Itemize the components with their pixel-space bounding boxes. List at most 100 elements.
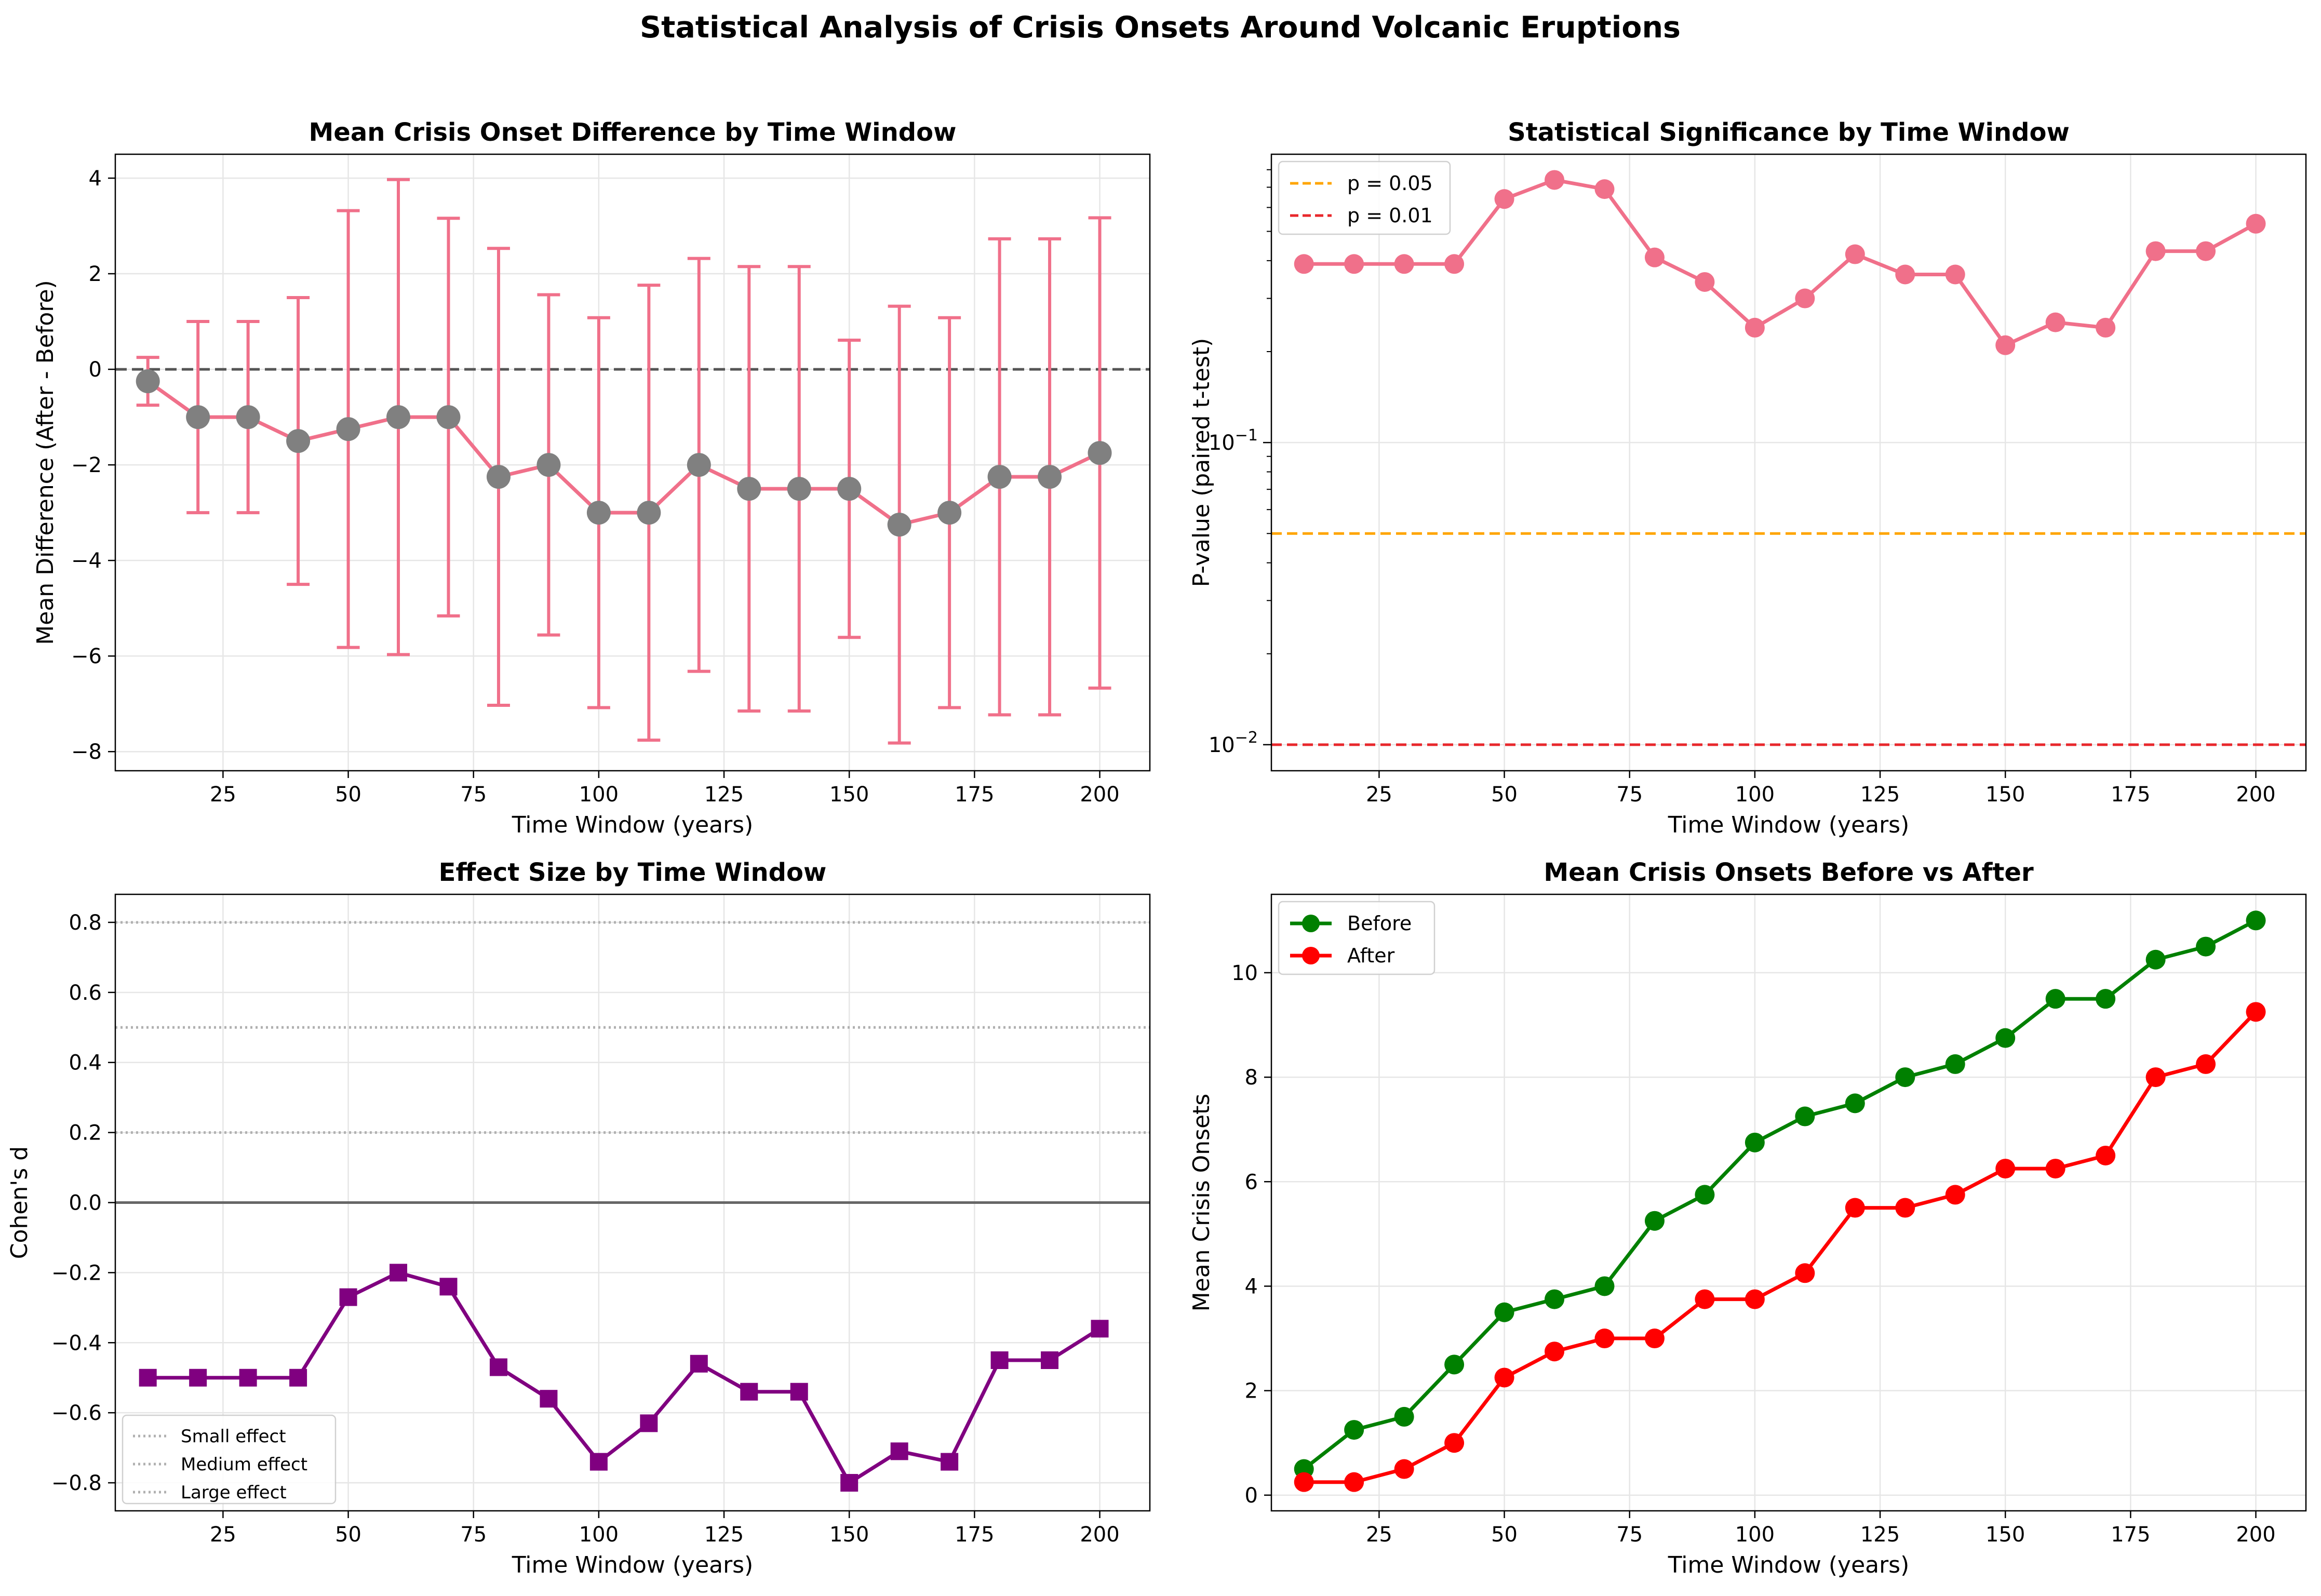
data-point	[189, 1369, 207, 1387]
data-point	[1444, 254, 1465, 274]
x-tick-label: 125	[1860, 1523, 1900, 1547]
data-point	[987, 465, 1012, 489]
y-tick-label: 6	[1245, 1170, 1258, 1194]
x-tick-label: 150	[1985, 783, 2025, 807]
x-tick-label: 25	[210, 1523, 236, 1547]
y-tick-label: 2	[89, 262, 102, 286]
series-0	[136, 178, 1112, 745]
y-ticks: 10−2 10−1	[1209, 426, 1271, 757]
x-tick-label: 75	[1616, 1523, 1643, 1547]
data-point	[339, 1288, 357, 1306]
data-point	[1845, 1198, 1865, 1218]
data-point	[186, 405, 210, 430]
x-tick-label: 200	[1080, 1523, 1119, 1547]
data-point	[336, 417, 360, 441]
data-point	[1895, 1067, 1915, 1088]
data-point	[2045, 1159, 2065, 1179]
y-tick-label: −0.4	[51, 1331, 102, 1355]
y-tick-label: 0.0	[69, 1191, 102, 1215]
y-axis-label: Cohen's d	[6, 1146, 33, 1259]
data-point	[1644, 1329, 1665, 1349]
data-point	[740, 1383, 758, 1401]
data-point	[1088, 441, 1112, 465]
y-tick-label: 0	[1245, 1484, 1258, 1508]
x-tick-label: 200	[2236, 1523, 2275, 1547]
x-tick-label: 175	[2111, 783, 2150, 807]
y-tick-label: 0.8	[69, 911, 102, 935]
panel-title: Mean Crisis Onset Difference by Time Win…	[309, 118, 957, 147]
data-point	[1394, 1459, 1414, 1479]
data-point	[486, 465, 511, 489]
data-point	[890, 1442, 908, 1460]
data-point	[536, 453, 561, 477]
legend-label: p = 0.05	[1347, 172, 1433, 195]
legend: Small effect Medium effect Large effect	[122, 1414, 337, 1505]
data-point	[1945, 1054, 1965, 1074]
data-point	[1041, 1351, 1059, 1369]
data-point	[2196, 1054, 2216, 1074]
y-tick-label: −8	[71, 740, 102, 764]
series-line	[146, 380, 1101, 527]
data-point	[1594, 1329, 1615, 1349]
y-tick-label: 0.4	[69, 1051, 102, 1075]
data-point	[2145, 949, 2166, 970]
data-point	[1795, 1106, 1815, 1126]
x-tick-label: 25	[210, 783, 236, 807]
axes-frame	[1270, 153, 2307, 772]
x-tick-label: 125	[1860, 783, 1900, 807]
legend-label: After	[1347, 944, 1395, 967]
data-point	[1644, 1211, 1665, 1231]
data-point	[1091, 1320, 1109, 1338]
x-tick-label: 100	[1735, 783, 1775, 807]
x-tick-label: 175	[955, 783, 994, 807]
y-tick-label: 4	[89, 167, 102, 191]
data-point	[1494, 1367, 1514, 1388]
data-point	[1845, 1093, 1865, 1114]
data-point	[2246, 213, 2266, 234]
data-point	[787, 477, 811, 501]
data-point	[1995, 1028, 2016, 1048]
data-point	[289, 1369, 307, 1387]
y-ticks: −0.8 −0.6 −0.4 −0.2 0.0 0.2 0.4 0.6 0.8	[51, 911, 115, 1495]
x-axis-label: Time Window (years)	[512, 812, 754, 838]
y-tick-label: −4	[71, 549, 102, 573]
data-point	[1745, 317, 1765, 338]
legend-label: Medium effect	[181, 1454, 307, 1475]
data-point	[2096, 1145, 2116, 1165]
panel-p-value: 25 50 75 100 125 150 175 200 10−2 10−1 Statistical…	[1188, 118, 2307, 838]
figure-title: Statistical Analysis of Crisis Onsets Ar…	[640, 10, 1681, 45]
y-tick-label: −0.8	[51, 1471, 102, 1495]
data-point	[1344, 1420, 1364, 1440]
x-ticks: 25 50 75 100 125 150 175 200	[210, 771, 1120, 807]
data-point	[1494, 189, 1514, 209]
y-axis-label: Mean Crisis Onsets	[1188, 1094, 1215, 1312]
axes-frame	[1270, 893, 2307, 1512]
y-tick-label: −0.6	[51, 1401, 102, 1425]
x-tick-label: 50	[1491, 783, 1518, 807]
data-point	[1644, 247, 1665, 267]
x-tick-label: 50	[335, 783, 361, 807]
x-tick-label: 100	[579, 1523, 619, 1547]
x-tick-label: 100	[579, 783, 619, 807]
data-point	[1895, 1198, 1915, 1218]
data-point	[837, 477, 862, 501]
data-point	[2196, 241, 2216, 261]
data-point	[1294, 1472, 1314, 1492]
data-point	[386, 405, 411, 430]
grid	[1271, 894, 2306, 1511]
data-point	[1038, 465, 1062, 489]
data-point	[1795, 288, 1815, 309]
y-tick-label: 2	[1245, 1379, 1258, 1403]
x-tick-label: 200	[1080, 783, 1119, 807]
panel-title: Effect Size by Time Window	[439, 858, 827, 887]
x-tick-label: 100	[1735, 1523, 1775, 1547]
legend-label: Large effect	[181, 1482, 287, 1503]
y-tick-label: 0	[89, 358, 102, 382]
data-point	[1444, 1433, 1465, 1453]
series-0	[1294, 170, 2266, 355]
y-ticks: −8 −6 −4 −2 0 2 4	[71, 167, 115, 764]
series-after	[1294, 1002, 2266, 1492]
x-axis-label: Time Window (years)	[1668, 812, 1910, 838]
y-axis-label: Mean Difference (After - Before)	[32, 280, 59, 645]
data-point	[1795, 1263, 1815, 1283]
